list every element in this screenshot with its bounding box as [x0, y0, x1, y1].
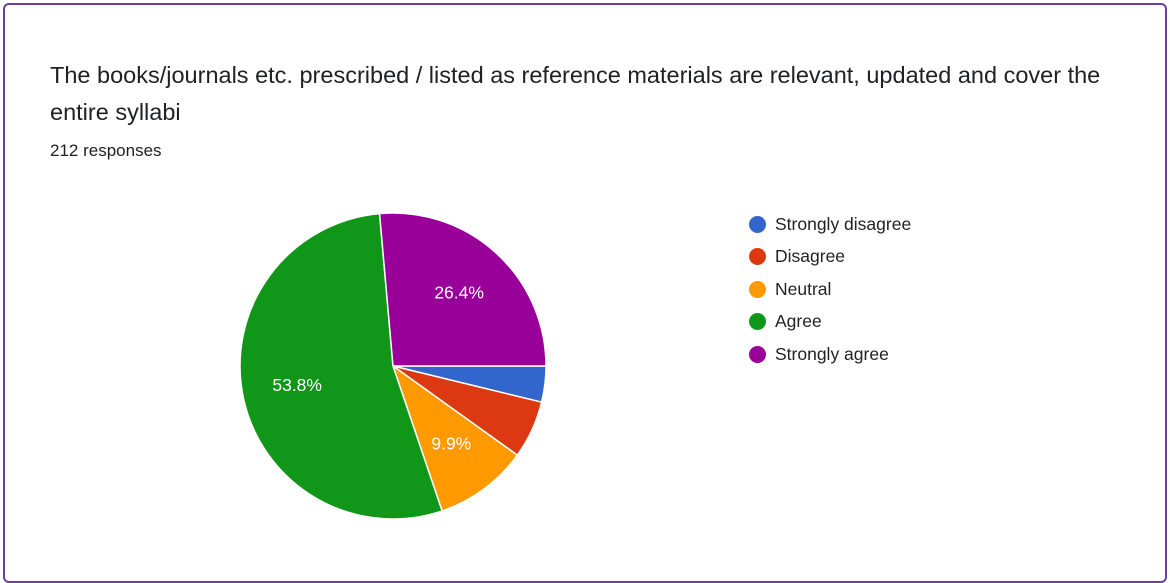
legend-label: Strongly disagree	[775, 213, 912, 234]
chart-legend: Strongly disagree Disagree Neutral Agree…	[749, 208, 911, 371]
pie-label-agree: 53.8%	[272, 375, 322, 395]
legend-item-strongly-disagree[interactable]: Strongly disagree	[749, 208, 911, 241]
legend-label: Neutral	[775, 278, 832, 299]
pie-slice-neutral[interactable]	[392, 365, 519, 512]
question-card: The books/journals etc. prescribed / lis…	[3, 3, 1167, 583]
pie-slice-agree[interactable]	[239, 212, 443, 520]
legend-item-disagree[interactable]: Disagree	[749, 241, 911, 274]
legend-item-neutral[interactable]: Neutral	[749, 273, 911, 306]
response-count: 212 responses	[50, 141, 162, 160]
legend-swatch	[749, 313, 766, 331]
legend-item-agree[interactable]: Agree	[749, 306, 911, 339]
legend-swatch	[749, 215, 766, 233]
legend-swatch	[749, 248, 766, 266]
question-title: The books/journals etc. prescribed / lis…	[50, 62, 1101, 125]
legend-swatch	[749, 280, 766, 298]
pie-slice-strongly-agree[interactable]	[378, 212, 547, 367]
pie-chart: 9.9% 53.8% 26.4%	[239, 212, 547, 520]
legend-label: Strongly agree	[775, 343, 889, 364]
legend-label: Agree	[775, 311, 822, 332]
pie-label-strongly-agree: 26.4%	[434, 282, 484, 302]
pie-label-neutral: 9.9%	[431, 433, 471, 453]
legend-swatch	[749, 345, 766, 363]
legend-label: Disagree	[775, 246, 846, 267]
legend-item-strongly-agree[interactable]: Strongly agree	[749, 338, 911, 371]
